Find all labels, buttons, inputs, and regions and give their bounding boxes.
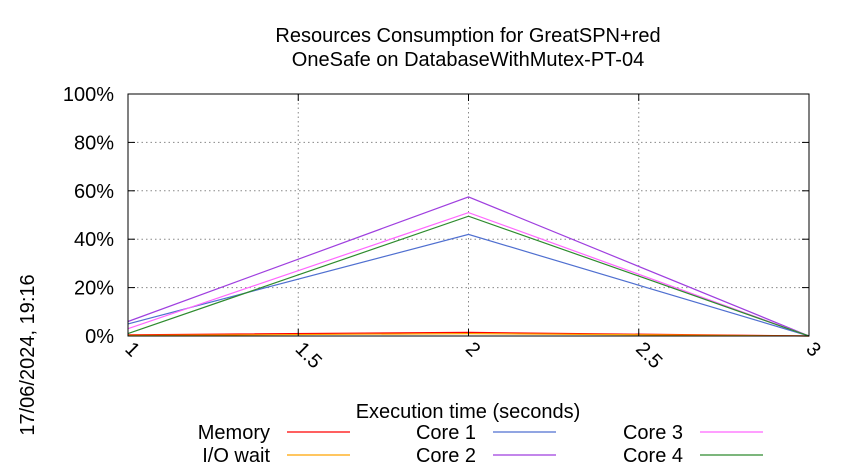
series-line-core-1 bbox=[127, 233, 810, 337]
y-tick-label: 0% bbox=[85, 326, 114, 348]
y-tick-label: 20% bbox=[74, 278, 114, 300]
grid bbox=[128, 94, 809, 336]
chart-title-line-1: Resources Consumption for GreatSPN+red bbox=[275, 25, 660, 47]
y-tick-label: 40% bbox=[74, 229, 114, 251]
chart-title-line-2: OneSafe on DatabaseWithMutex-PT-04 bbox=[292, 49, 644, 71]
x-tick-label: 2.5 bbox=[631, 338, 666, 373]
x-tick-label: 1.5 bbox=[291, 338, 326, 373]
legend-label-i-o-wait: I/O wait bbox=[202, 445, 270, 467]
series-line-core-4 bbox=[127, 215, 810, 337]
series-line-core-2 bbox=[127, 196, 810, 337]
legend-label-memory: Memory bbox=[198, 422, 270, 444]
x-tick-label: 1 bbox=[120, 338, 143, 361]
legend-label-core-1: Core 1 bbox=[416, 422, 476, 444]
x-tick-label: 2 bbox=[461, 338, 484, 361]
x-axis: 1 1.5 2 2.5 3 bbox=[120, 94, 825, 373]
legend-label-core-2: Core 2 bbox=[416, 445, 476, 467]
legend-label-core-4: Core 4 bbox=[623, 445, 683, 467]
y-tick-label: 100% bbox=[63, 84, 114, 106]
series-line-core-3 bbox=[127, 211, 810, 337]
y-axis: 0% 20% 40% 60% 80% 100% bbox=[63, 84, 809, 348]
y-tick-label: 60% bbox=[74, 181, 114, 203]
y-tick-label: 80% bbox=[74, 132, 114, 154]
legend-label-core-3: Core 3 bbox=[623, 422, 683, 444]
x-axis-label: Execution time (seconds) bbox=[356, 401, 581, 423]
timestamp-label: 17/06/2024, 19:16 bbox=[17, 274, 39, 435]
x-tick-label: 3 bbox=[801, 338, 824, 361]
